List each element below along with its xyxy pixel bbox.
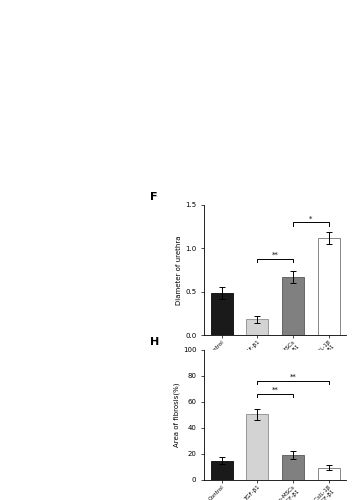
Text: F: F	[150, 192, 158, 202]
Text: H: H	[150, 337, 159, 347]
Bar	[282, 277, 304, 335]
Text: **: **	[272, 252, 279, 258]
Bar	[211, 460, 233, 480]
Text: **: **	[290, 374, 296, 380]
Bar	[282, 456, 304, 480]
Text: *: *	[309, 216, 312, 222]
Bar	[318, 468, 340, 480]
Bar	[211, 294, 233, 335]
Y-axis label: Area of fibrosis(%): Area of fibrosis(%)	[174, 383, 180, 447]
Bar	[318, 238, 340, 335]
Bar	[246, 414, 268, 480]
Text: **: **	[272, 387, 279, 393]
Y-axis label: Diameter of urethra: Diameter of urethra	[176, 236, 182, 304]
Bar	[246, 320, 268, 335]
